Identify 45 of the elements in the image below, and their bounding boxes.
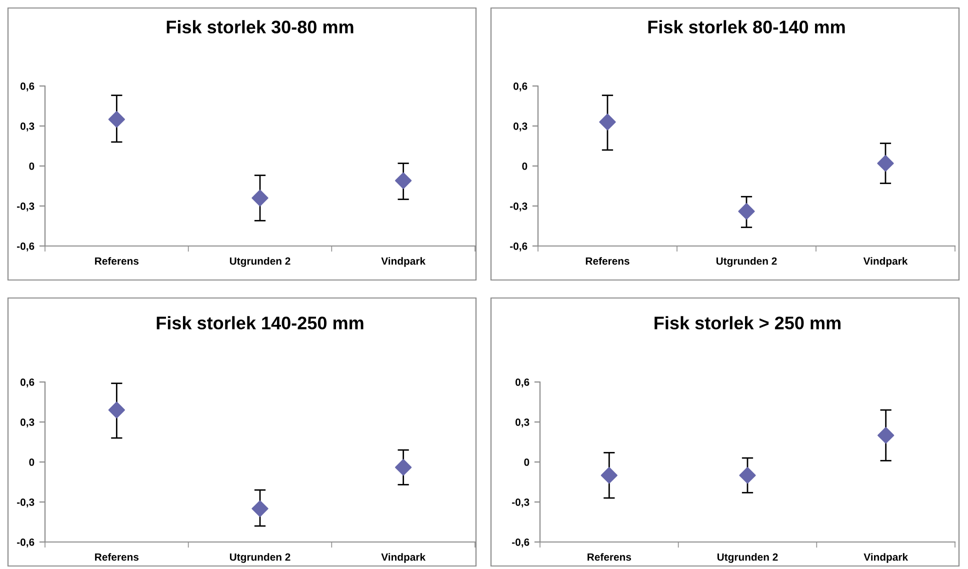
x-tick-label: Referens	[586, 257, 630, 265]
x-tick-label: Utgrunden 2	[230, 257, 290, 267]
y-tick-label: 0,6	[514, 82, 528, 92]
x-tick-label: Vindpark	[863, 257, 908, 267]
x-tick-label: Vindpark	[864, 553, 908, 563]
y-tick-label: -0,6	[17, 242, 34, 252]
point	[395, 172, 412, 189]
y-tick-label: 0,3	[516, 418, 530, 428]
x-tick-label: Referens	[588, 553, 632, 561]
chart-title: Fisk storlek 30-80 mm	[166, 20, 354, 34]
y-tick-label: -0,3	[510, 202, 528, 212]
point	[738, 203, 755, 220]
point	[108, 402, 125, 418]
y-tick-label: 0	[524, 458, 530, 466]
y-tick-label: 0,3	[20, 122, 34, 132]
y-tick-label: -0,6	[17, 538, 34, 548]
x-tick-label: Vindpark	[381, 553, 426, 563]
y-tick-label: -0,3	[17, 202, 34, 212]
y-tick-label: 0,6	[20, 82, 34, 92]
point	[599, 114, 616, 130]
x-tick-label: Utgrunden 2	[230, 553, 290, 563]
point	[395, 459, 412, 476]
y-tick-label: 0,6	[20, 378, 34, 388]
y-tick-label: 0	[29, 458, 34, 466]
y-tick-label: 0	[29, 162, 34, 170]
y-tick-label: 0,3	[20, 418, 34, 428]
point	[252, 190, 268, 206]
x-tick-label: Utgrunden 2	[716, 257, 777, 267]
x-tick-label: Utgrunden 2	[717, 553, 778, 563]
point	[877, 155, 894, 172]
x-tick-label: Referens	[95, 257, 139, 265]
y-tick-label: -0,6	[510, 242, 528, 252]
y-tick-label: 0,3	[514, 122, 528, 132]
chart-title: Fisk storlek 140-250 mm	[156, 316, 364, 330]
y-tick-label: 0	[522, 162, 528, 170]
point	[108, 111, 125, 128]
x-tick-label: Referens	[95, 553, 139, 561]
x-tick-label: Vindpark	[381, 257, 426, 267]
y-tick-label: -0,3	[17, 498, 34, 508]
y-tick-label: 0,6	[516, 378, 530, 388]
chart-title: Fisk storlek 80-140 mm	[648, 20, 845, 34]
y-tick-label: -0,3	[512, 498, 530, 508]
y-tick-label: -0,6	[512, 538, 530, 548]
point	[252, 500, 268, 517]
chart-title: Fisk storlek > 250 mm	[654, 316, 840, 330]
